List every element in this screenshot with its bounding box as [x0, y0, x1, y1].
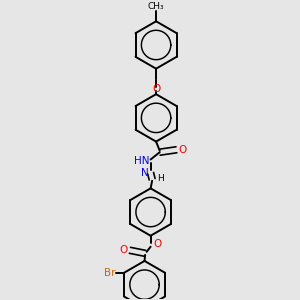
Text: Br: Br	[104, 268, 116, 278]
Text: O: O	[154, 239, 162, 249]
Text: N: N	[141, 168, 149, 178]
Text: HN: HN	[134, 156, 149, 166]
Text: O: O	[119, 245, 128, 255]
Text: O: O	[152, 84, 160, 94]
Text: CH₃: CH₃	[148, 2, 164, 11]
Text: O: O	[179, 145, 187, 155]
Text: H: H	[158, 174, 164, 183]
